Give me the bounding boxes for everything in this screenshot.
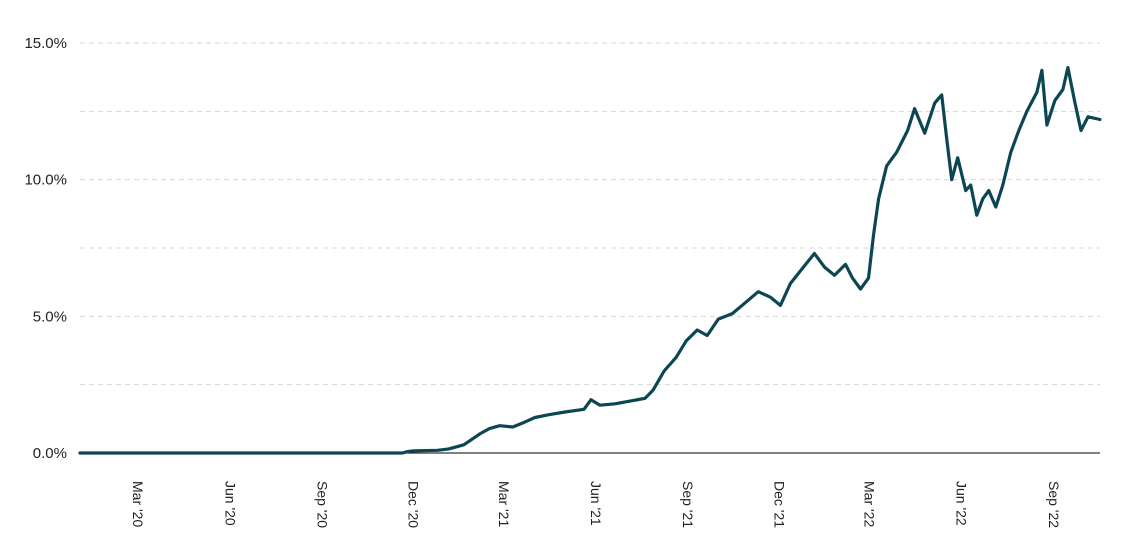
y-tick-label: 15.0% — [24, 35, 67, 52]
y-axis-tick-labels: 0.0% 5.0% 10.0% 15.0% — [24, 35, 67, 462]
y-tick-label: 5.0% — [33, 308, 67, 325]
x-axis-tick-labels: Mar '20 Jun '20 Sep '20 Dec '20 Mar '21 Jun '… — [130, 481, 1062, 528]
x-tick-label: Mar '22 — [862, 481, 878, 527]
x-tick-label: Jun '20 — [222, 481, 238, 526]
x-tick-label: Sep '20 — [314, 481, 330, 528]
x-tick-label: Mar '20 — [130, 481, 146, 527]
series-layer — [78, 66, 1102, 455]
x-tick-label: Jun '21 — [588, 481, 604, 526]
y-tick-label: 0.0% — [33, 445, 67, 462]
x-tick-label: Sep '22 — [1046, 481, 1062, 528]
gridlines — [80, 42, 1100, 386]
x-tick-label: Mar '21 — [496, 481, 512, 527]
y-tick-label: 10.0% — [24, 172, 67, 189]
series-line — [78, 66, 1102, 455]
x-tick-label: Jun '22 — [954, 481, 970, 526]
x-tick-label: Dec '21 — [771, 481, 787, 528]
x-tick-label: Dec '20 — [406, 481, 422, 528]
x-tick-label: Sep '21 — [680, 481, 696, 528]
